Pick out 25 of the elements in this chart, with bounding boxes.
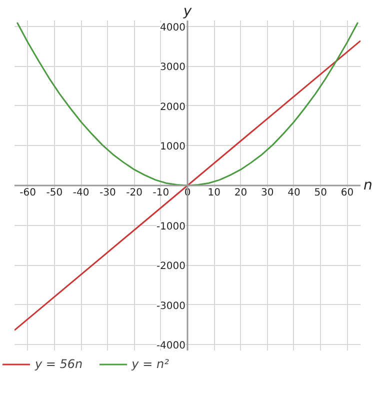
x-tick-label: -60 <box>20 188 36 198</box>
x-tick-label: 60 <box>340 188 354 198</box>
x-tick-label: -20 <box>126 188 142 198</box>
y-tick-label: -4000 <box>156 340 186 352</box>
x-tick-label: 20 <box>234 188 248 198</box>
x-tick-label: -30 <box>99 188 116 198</box>
x-tick-label: -40 <box>72 188 90 198</box>
x-axis-title: n <box>364 178 372 194</box>
y-tick-label: 1000 <box>160 142 186 153</box>
x-tick-label: 30 <box>260 188 274 198</box>
x-tick-label: -50 <box>46 188 63 198</box>
line-series <box>16 22 359 186</box>
x-tick-label: 10 <box>208 188 220 198</box>
x-tick-label: 50 <box>314 188 327 198</box>
y-tick-label: -3000 <box>156 300 186 312</box>
y-tick-label: 4000 <box>160 22 186 34</box>
y-tick-label: -2000 <box>156 261 186 272</box>
x-tick-label: -10 <box>152 188 170 198</box>
y-tick-label: 2000 <box>160 102 186 113</box>
x-tick-label: 40 <box>288 188 300 198</box>
legend-label: y = 56n <box>35 357 83 371</box>
y-axis-title: y <box>182 4 192 20</box>
y-tick-label: 3000 <box>160 62 186 74</box>
legend-label: y = n² <box>132 357 169 371</box>
y-tick-label: -1000 <box>156 221 186 232</box>
